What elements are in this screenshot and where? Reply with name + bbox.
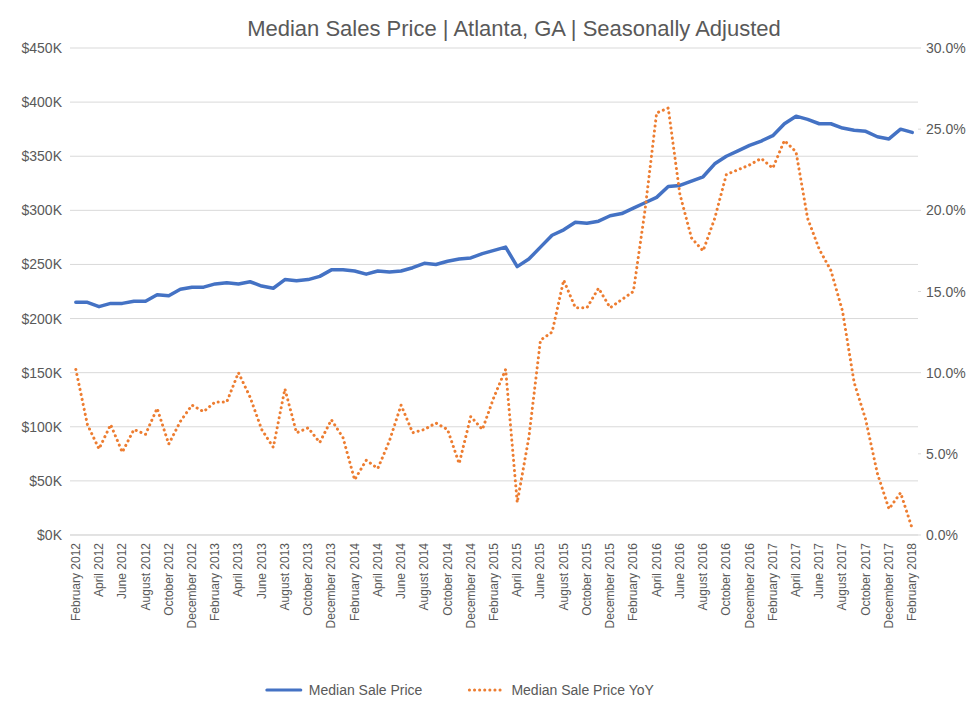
x-tick-label: June 2015 xyxy=(533,543,547,599)
x-tick-label: February 2017 xyxy=(766,543,780,621)
y-tick-label: $300K xyxy=(22,202,63,218)
x-tick-label: April 2014 xyxy=(371,543,385,597)
x-tick-label: February 2016 xyxy=(626,543,640,621)
legend-swatch xyxy=(469,689,503,692)
x-tick-label: December 2014 xyxy=(464,543,478,629)
x-tick-label: February 2015 xyxy=(487,543,501,621)
grid-line xyxy=(70,426,918,427)
y2-tick xyxy=(918,210,921,211)
y-tick-label: $450K xyxy=(22,40,63,56)
series-line xyxy=(76,116,912,306)
y2-tick-label: 10.0% xyxy=(926,365,966,381)
x-tick-label: December 2013 xyxy=(324,543,338,629)
y-tick-label: $100K xyxy=(22,419,63,435)
y2-tick-label: 0.0% xyxy=(926,527,958,543)
y2-tick xyxy=(918,48,921,49)
legend-label: Median Sale Price xyxy=(309,682,423,698)
legend-swatch xyxy=(267,689,301,692)
y-tick-label: $250K xyxy=(22,256,63,272)
series-line xyxy=(76,108,912,528)
x-tick-label: August 2012 xyxy=(139,543,153,611)
x-tick-label: October 2012 xyxy=(162,543,176,616)
x-tick-label: December 2015 xyxy=(603,543,617,629)
x-tick-label: April 2017 xyxy=(789,543,803,597)
y2-tick-label: 5.0% xyxy=(926,446,958,462)
y2-tick xyxy=(918,453,921,454)
x-tick-label: August 2013 xyxy=(278,543,292,611)
y-tick-label: $0K xyxy=(37,527,63,543)
y2-tick-label: 15.0% xyxy=(926,284,966,300)
x-tick-label: October 2014 xyxy=(441,543,455,616)
y-tick-label: $200K xyxy=(22,311,63,327)
x-tick-label: June 2017 xyxy=(812,543,826,599)
y2-tick xyxy=(918,372,921,373)
x-tick-label: October 2016 xyxy=(719,543,733,616)
x-tick-label: December 2017 xyxy=(882,543,896,629)
x-tick-label: April 2013 xyxy=(231,543,245,597)
grid-line xyxy=(70,102,918,103)
chart: Median Sales Price | Atlanta, GA | Seaso… xyxy=(0,0,970,724)
y-tick-label: $150K xyxy=(22,365,63,381)
legend-label: Median Sale Price YoY xyxy=(511,682,654,698)
grid-line xyxy=(70,480,918,481)
grid-line xyxy=(70,318,918,319)
y-tick-label: $400K xyxy=(22,94,63,110)
grid-line xyxy=(70,372,918,373)
x-tick-label: February 2012 xyxy=(69,543,83,621)
y-tick-label: $350K xyxy=(22,148,63,164)
x-tick-label: August 2014 xyxy=(417,543,431,611)
grid-line xyxy=(70,156,918,157)
x-tick-label: October 2015 xyxy=(580,543,594,616)
y2-tick xyxy=(918,291,921,292)
y2-tick-label: 25.0% xyxy=(926,121,966,137)
y-tick-label: $50K xyxy=(29,473,62,489)
grid-line xyxy=(70,48,918,49)
x-tick-label: April 2012 xyxy=(92,543,106,597)
x-axis xyxy=(70,535,918,536)
x-tick-label: June 2014 xyxy=(394,543,408,599)
y2-tick-label: 30.0% xyxy=(926,40,966,56)
x-tick-label: October 2013 xyxy=(301,543,315,616)
y2-tick xyxy=(918,129,921,130)
x-tick-label: August 2017 xyxy=(835,543,849,611)
x-tick-label: August 2015 xyxy=(557,543,571,611)
x-tick-label: December 2012 xyxy=(185,543,199,629)
grid-line xyxy=(70,210,918,211)
y2-tick xyxy=(918,535,921,536)
x-tick-label: October 2017 xyxy=(859,543,873,616)
x-tick-label: February 2018 xyxy=(905,543,919,621)
background xyxy=(0,0,970,724)
x-tick-label: June 2013 xyxy=(255,543,269,599)
y2-tick-label: 20.0% xyxy=(926,202,966,218)
x-tick-label: June 2016 xyxy=(673,543,687,599)
x-tick-label: February 2013 xyxy=(208,543,222,621)
x-tick-label: April 2015 xyxy=(510,543,524,597)
x-tick-label: December 2016 xyxy=(743,543,757,629)
x-tick-label: June 2012 xyxy=(115,543,129,599)
x-tick-label: April 2016 xyxy=(650,543,664,597)
plot-area xyxy=(76,108,912,528)
grid-line xyxy=(70,535,918,536)
x-tick-label: February 2014 xyxy=(348,543,362,621)
x-tick-label: August 2016 xyxy=(696,543,710,611)
grid-line xyxy=(70,264,918,265)
title: Median Sales Price | Atlanta, GA | Seaso… xyxy=(247,16,781,41)
